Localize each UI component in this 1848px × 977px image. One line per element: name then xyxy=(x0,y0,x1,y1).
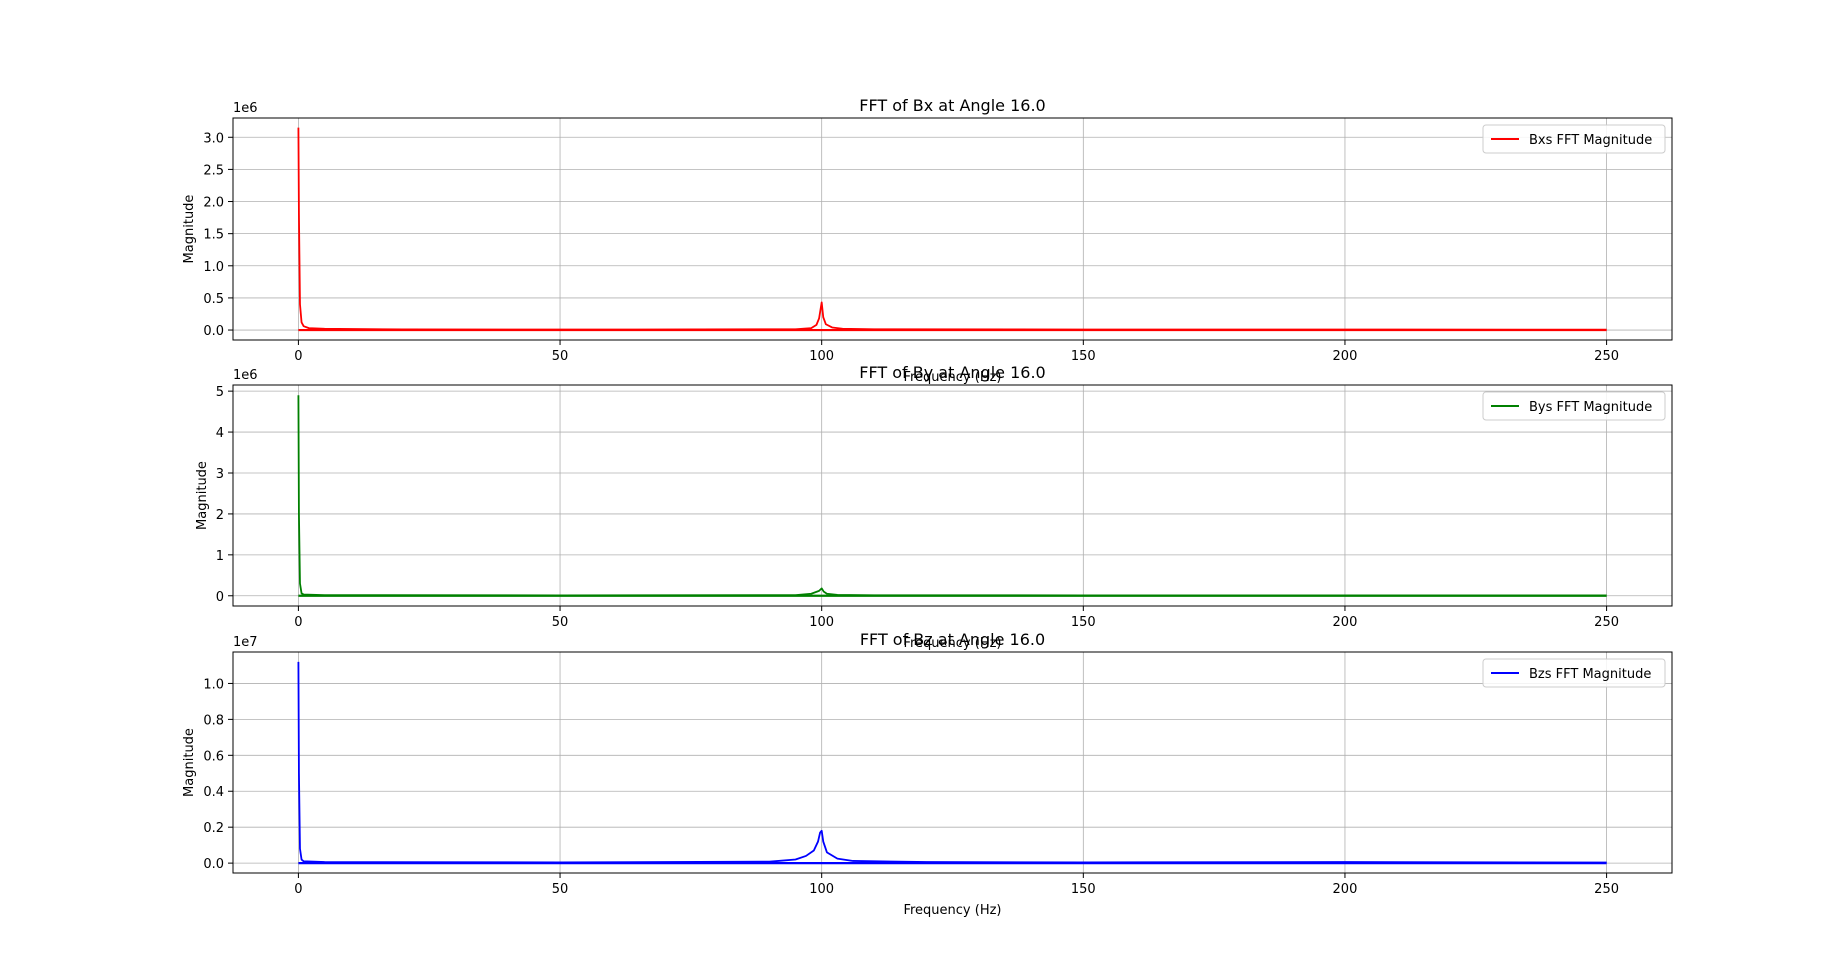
y-axis-label: Magnitude xyxy=(195,461,210,530)
y-tick-label: 0.5 xyxy=(203,292,224,307)
x-tick-label: 200 xyxy=(1333,882,1358,897)
x-tick-label: 50 xyxy=(552,882,569,897)
y-tick-label: 3 xyxy=(216,467,224,482)
y-tick-label: 0.4 xyxy=(203,785,224,800)
legend-label: Bxs FFT Magnitude xyxy=(1529,133,1652,148)
y-tick-label: 1.5 xyxy=(203,228,224,243)
chart-panel-3: 0 50 100 150 200 250 0.0 0.2 0.4 0.6 0.8 1.0 1e7 FFT … xyxy=(182,630,1673,918)
legend-label: Bys FFT Magnitude xyxy=(1529,400,1652,415)
y-tick-label: 0.2 xyxy=(203,821,224,836)
chart-title: FFT of By at Angle 16.0 xyxy=(859,363,1045,382)
axes-frame xyxy=(232,117,1673,341)
y-tick-label: 1 xyxy=(216,549,224,564)
x-tick-label: 0 xyxy=(294,615,302,630)
chart-panel-2: 0 50 100 150 200 250 0 1 2 3 4 5 1e6 FFT of By at Ang… xyxy=(195,363,1673,651)
series-line-1 xyxy=(297,661,1607,864)
y-tick-label: 0.6 xyxy=(203,749,224,764)
x-tick-label: 250 xyxy=(1594,882,1619,897)
legend-box xyxy=(1482,124,1666,154)
y-offset-text: 1e6 xyxy=(233,368,258,383)
y-tick-label: 0.0 xyxy=(203,857,224,872)
x-tick-label: 100 xyxy=(809,882,834,897)
y-axis-label: Magnitude xyxy=(182,195,197,264)
x-tick-label: 100 xyxy=(809,615,834,630)
y-tick-label: 2 xyxy=(216,508,224,523)
legend-label: Bzs FFT Magnitude xyxy=(1529,667,1651,682)
y-tick-label: 0.8 xyxy=(203,713,224,728)
x-tick-label: 150 xyxy=(1071,349,1096,364)
y-tick-label: 4 xyxy=(216,426,224,441)
x-tick-label: 150 xyxy=(1071,882,1096,897)
y-axis-label: Magnitude xyxy=(182,728,197,797)
legend-box xyxy=(1482,391,1666,421)
x-tick-label: 250 xyxy=(1594,615,1619,630)
y-tick-label: 3.0 xyxy=(203,131,224,146)
x-axis-label: Frequency (Hz) xyxy=(903,903,1001,918)
legend-box xyxy=(1482,658,1666,688)
axes-frame xyxy=(232,651,1673,874)
axes-frame xyxy=(232,384,1673,607)
x-tick-label: 0 xyxy=(294,349,302,364)
legend: Bzs FFT Magnitude xyxy=(1482,658,1666,688)
y-tick-label: 0.0 xyxy=(203,324,224,339)
x-axis-label: Frequency (Hz) xyxy=(903,370,1001,385)
x-tick-label: 50 xyxy=(552,615,569,630)
legend: Bys FFT Magnitude xyxy=(1482,391,1666,421)
x-tick-label: 50 xyxy=(552,349,569,364)
y-tick-label: 1.0 xyxy=(203,260,224,275)
x-tick-label: 0 xyxy=(294,882,302,897)
y-tick-label: 5 xyxy=(216,385,224,400)
y-tick-label: 0 xyxy=(216,590,224,605)
y-tick-label: 2.5 xyxy=(203,163,224,178)
x-tick-label: 200 xyxy=(1333,615,1358,630)
x-tick-label: 250 xyxy=(1594,349,1619,364)
x-tick-label: 150 xyxy=(1071,615,1096,630)
chart-title: FFT of Bx at Angle 16.0 xyxy=(859,96,1045,115)
legend: Bxs FFT Magnitude xyxy=(1482,124,1666,154)
chart-title: FFT of Bz at Angle 16.0 xyxy=(860,630,1045,649)
chart-panel-1: 0 50 100 150 200 250 0.0 0.5 1.0 1.5 2.0 2.5 3.0 1e6 F… xyxy=(182,96,1673,385)
y-tick-label: 1.0 xyxy=(203,677,224,692)
y-offset-text: 1e7 xyxy=(233,635,258,650)
x-tick-label: 100 xyxy=(809,349,834,364)
y-offset-text: 1e6 xyxy=(233,101,258,116)
x-axis-label: Frequency (Hz) xyxy=(903,636,1001,651)
x-tick-label: 200 xyxy=(1333,349,1358,364)
y-tick-label: 2.0 xyxy=(203,196,224,211)
